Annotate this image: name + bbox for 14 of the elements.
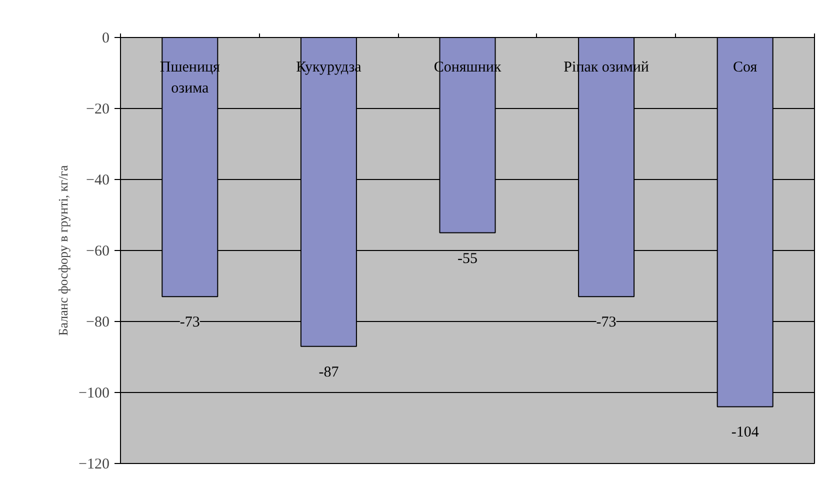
y-tick-label: −120 (78, 456, 110, 472)
x-tick-label: Соя (733, 60, 758, 76)
y-tick-label: 0 (102, 30, 110, 46)
data-label: -104 (731, 424, 760, 441)
data-label: -55 (458, 250, 478, 267)
y-tick-label: −100 (78, 386, 110, 402)
data-label: -87 (318, 364, 340, 380)
y-tick-label: −20 (86, 102, 110, 118)
data-label: -73 (596, 314, 616, 331)
y-axis-title: Баланс фосфору в грунті, кг/га (56, 165, 71, 336)
y-tick-label: −80 (86, 314, 110, 330)
y-tick-label: −60 (86, 244, 110, 260)
data-label: -73 (180, 314, 200, 331)
y-tick-label: −40 (86, 172, 110, 188)
